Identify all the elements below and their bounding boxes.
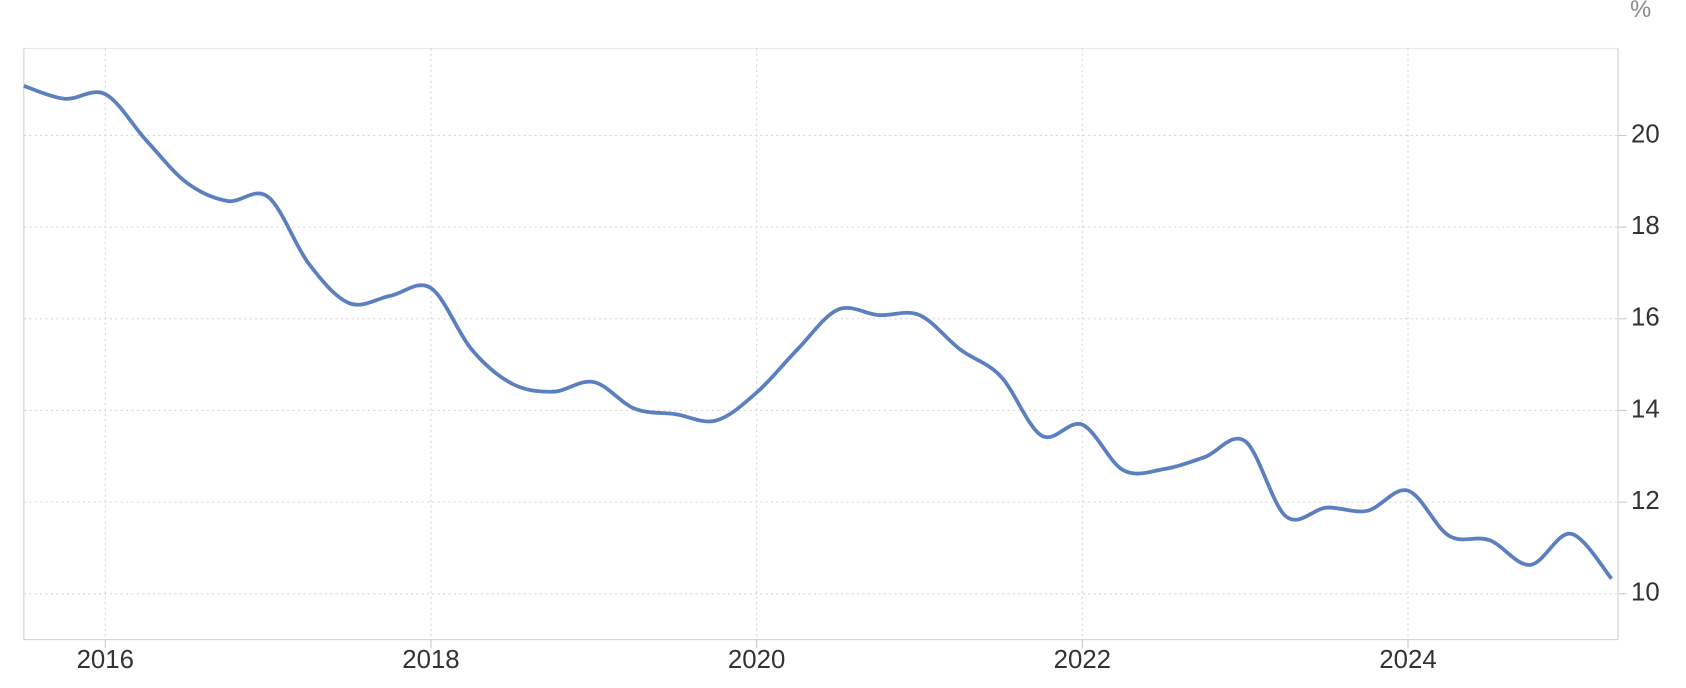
y-tick-label: 16 [1631, 304, 1660, 332]
x-tick-label: 2016 [77, 646, 134, 674]
data-line [23, 84, 1614, 580]
y-tick-label: 10 [1631, 579, 1660, 607]
y-tick-label: 12 [1631, 487, 1660, 515]
y-tick-label: 18 [1631, 212, 1660, 240]
x-tick-label: 2022 [1054, 646, 1111, 674]
x-tick-label: 2024 [1379, 646, 1436, 674]
y-tick-label: 20 [1631, 120, 1660, 148]
unit-label: % [1630, 0, 1651, 23]
y-tick-label: 14 [1631, 395, 1660, 423]
x-tick-label: 2020 [728, 646, 785, 674]
x-tick-label: 2018 [402, 646, 459, 674]
